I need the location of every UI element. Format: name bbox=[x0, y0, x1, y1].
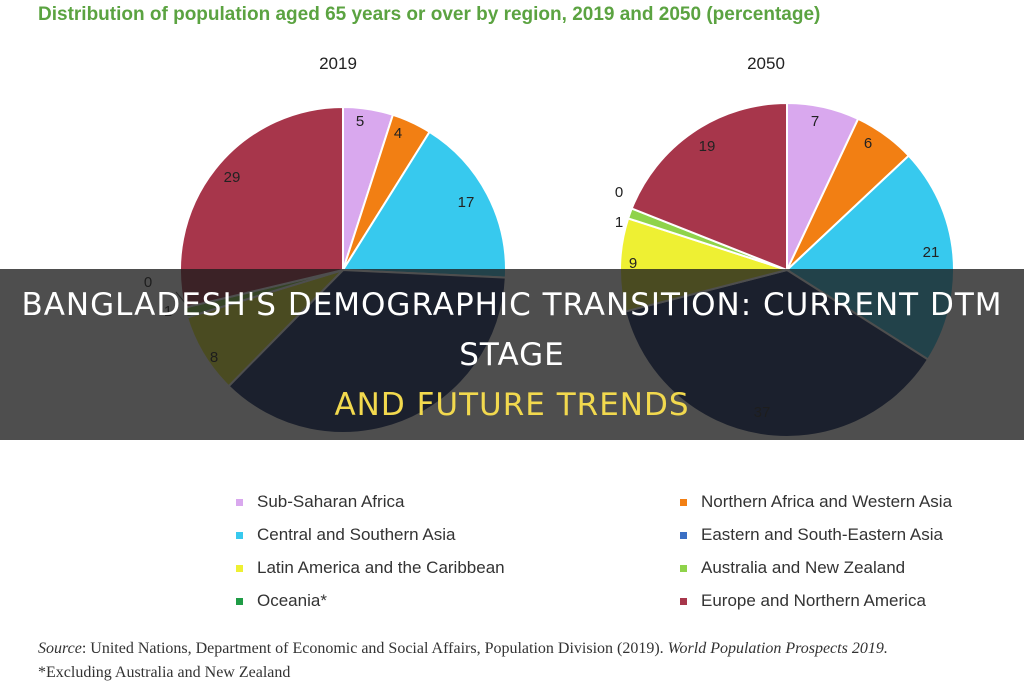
legend-label: Latin America and the Caribbean bbox=[257, 558, 505, 577]
data-label: 21 bbox=[923, 244, 940, 261]
legend-swatch bbox=[236, 531, 243, 539]
footnote: *Excluding Australia and New Zealand bbox=[38, 664, 291, 681]
legend-item: Australia and New Zealand bbox=[680, 558, 905, 578]
pie-title-2019: 2019 bbox=[319, 54, 357, 73]
legend-item: Northern Africa and Western Asia bbox=[680, 492, 952, 512]
banner-title: BANGLADESH'S DEMOGRAPHIC TRANSITION: CUR… bbox=[0, 269, 1024, 440]
legend-item: Europe and Northern America bbox=[680, 591, 926, 611]
source-note: Source: United Nations, Department of Ec… bbox=[38, 640, 888, 658]
source-text: : United Nations, Department of Economic… bbox=[81, 640, 668, 657]
data-label: 1 bbox=[615, 214, 623, 231]
legend-item: Oceania* bbox=[236, 591, 327, 611]
banner-line-2: AND FUTURE TRENDS bbox=[334, 386, 690, 423]
pie-slice bbox=[630, 101, 788, 272]
legend-item: Sub-Saharan Africa bbox=[236, 492, 404, 512]
legend-swatch bbox=[680, 498, 687, 506]
pie-title-2050: 2050 bbox=[747, 54, 785, 73]
legend-swatch bbox=[236, 498, 243, 506]
legend-label: Central and Southern Asia bbox=[257, 525, 456, 544]
data-label: 9 bbox=[629, 255, 637, 272]
data-label: 4 bbox=[394, 125, 402, 142]
data-label: 5 bbox=[356, 113, 364, 130]
legend-item: Central and Southern Asia bbox=[236, 525, 455, 545]
legend-swatch bbox=[236, 564, 243, 572]
legend-label: Oceania* bbox=[257, 591, 327, 610]
legend-item: Latin America and the Caribbean bbox=[236, 558, 505, 578]
legend-swatch bbox=[680, 564, 687, 572]
data-label: 7 bbox=[811, 113, 819, 130]
legend-swatch bbox=[680, 597, 687, 605]
title-banner: BANGLADESH'S DEMOGRAPHIC TRANSITION: CUR… bbox=[0, 269, 1024, 440]
data-label: 0 bbox=[615, 184, 623, 201]
legend-swatch bbox=[236, 597, 243, 605]
pie-slice bbox=[341, 130, 507, 279]
legend-swatch bbox=[680, 531, 687, 539]
chart-title: Distribution of population aged 65 years… bbox=[38, 4, 821, 25]
legend-label: Australia and New Zealand bbox=[701, 558, 906, 577]
legend-label: Europe and Northern America bbox=[701, 591, 926, 610]
data-label: 17 bbox=[458, 194, 475, 211]
legend-label: Sub-Saharan Africa bbox=[257, 492, 405, 511]
banner-line-1: BANGLADESH'S DEMOGRAPHIC TRANSITION: CUR… bbox=[21, 286, 1003, 373]
data-label: 19 bbox=[699, 138, 716, 155]
source-publication: World Population Prospects 2019. bbox=[667, 640, 888, 657]
data-label: 29 bbox=[224, 169, 241, 186]
legend-label: Eastern and South-Eastern Asia bbox=[701, 525, 943, 544]
source-label: Source bbox=[38, 640, 82, 657]
legend-label: Northern Africa and Western Asia bbox=[701, 492, 953, 511]
data-label: 6 bbox=[864, 135, 872, 152]
legend-item: Eastern and South-Eastern Asia bbox=[680, 525, 943, 545]
